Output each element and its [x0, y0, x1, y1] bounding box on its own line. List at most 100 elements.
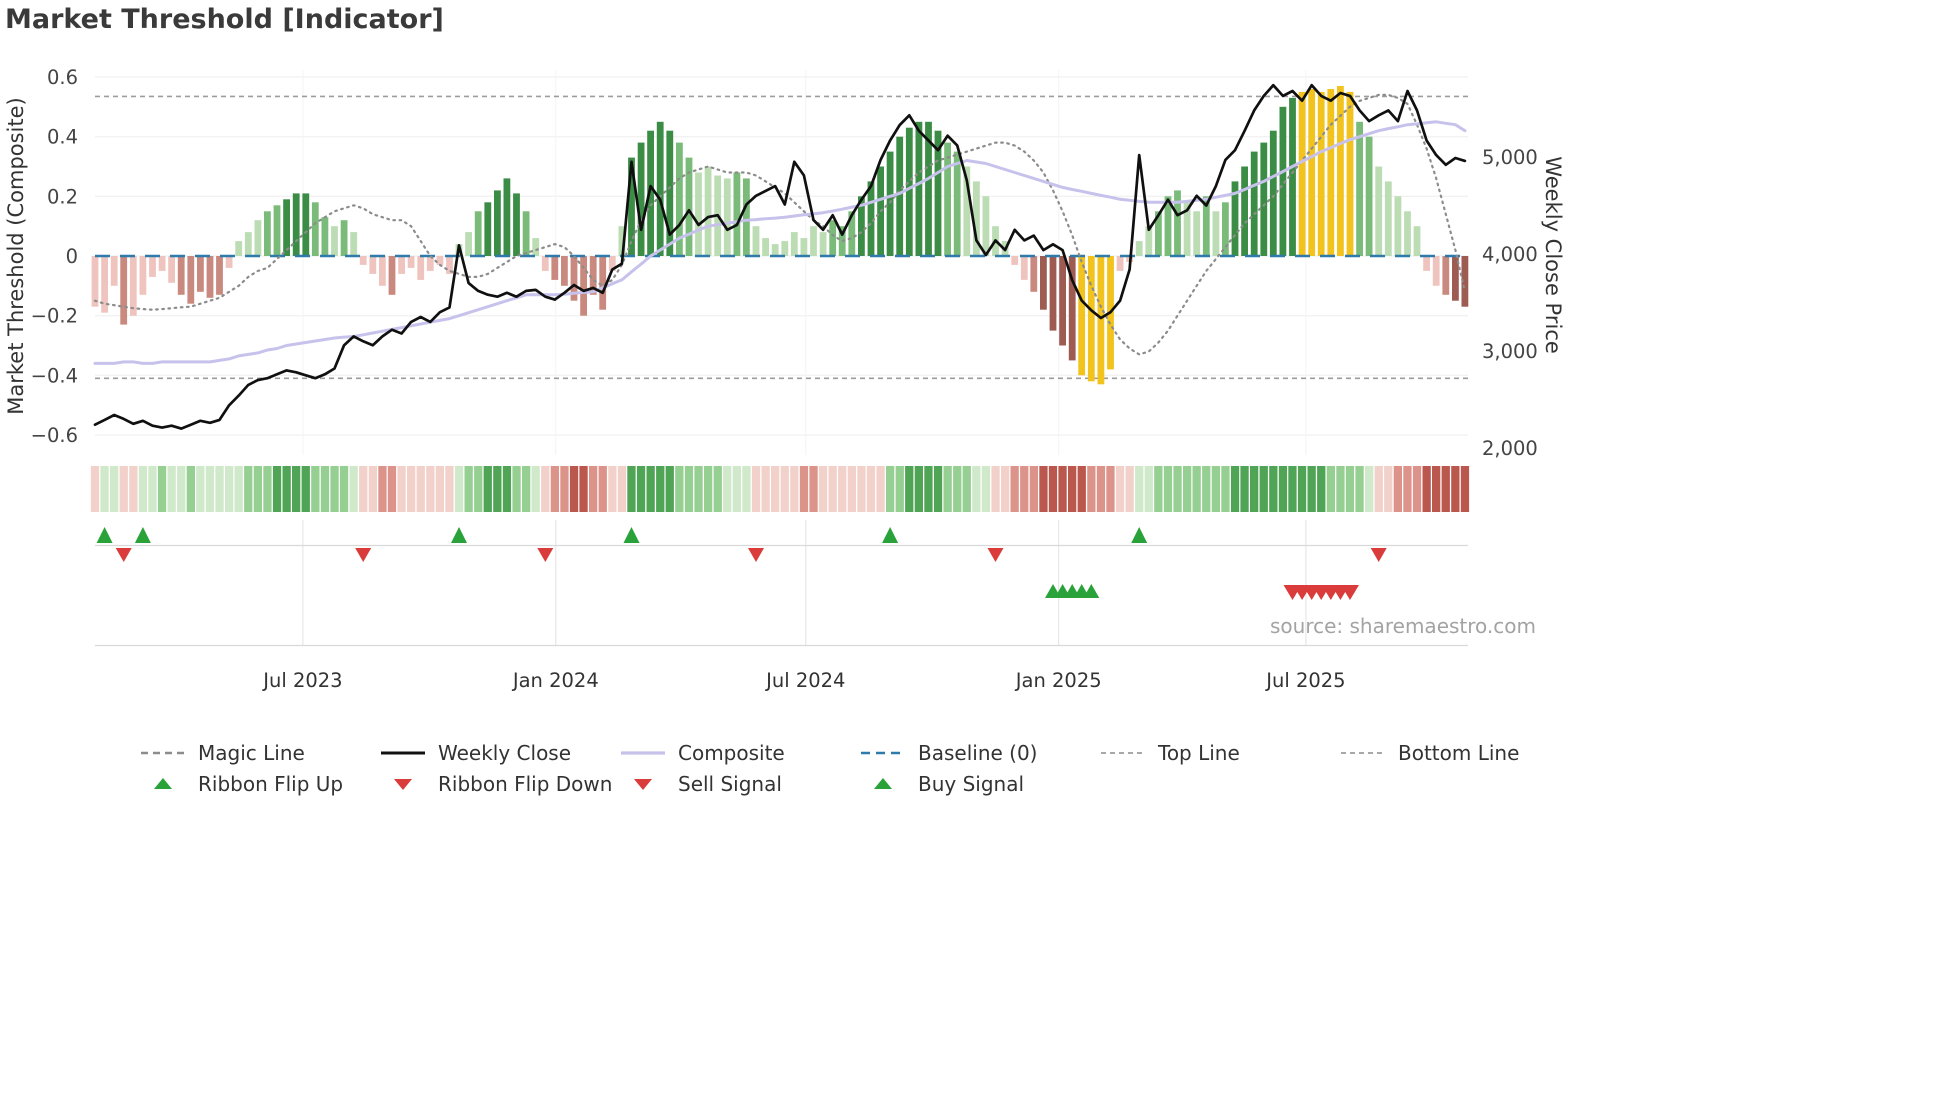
ribbon-cell — [1211, 466, 1220, 512]
ribbon-cell — [311, 466, 320, 512]
solid-line-swatch — [381, 751, 425, 754]
threshold-bar — [781, 241, 789, 256]
left-axis-title: Market Threshold (Composite) — [4, 97, 28, 415]
threshold-bar — [618, 226, 626, 256]
triangle-down-icon — [634, 778, 652, 790]
right-tick-label: 4,000 — [1482, 243, 1538, 266]
threshold-bar — [1193, 211, 1201, 256]
threshold-bar — [1155, 211, 1162, 256]
threshold-bar — [1442, 256, 1450, 295]
ribbon-cell — [809, 466, 818, 512]
threshold-bar — [101, 256, 108, 313]
x-tick-label: Jul 2023 — [261, 669, 342, 692]
threshold-bar — [283, 199, 290, 256]
legend-item-ribbon-flip-up: Ribbon Flip Up — [140, 772, 380, 796]
threshold-bar — [637, 142, 645, 256]
threshold-bar — [762, 238, 769, 256]
ribbon-cell — [387, 466, 397, 512]
ribbon-cell — [138, 466, 148, 512]
ribbon-cell — [407, 466, 416, 512]
ribbon-cell — [1115, 466, 1125, 512]
x-tick-label: Jan 2025 — [1014, 669, 1102, 692]
threshold-bar — [676, 142, 683, 256]
ribbon-cell — [732, 466, 741, 512]
ribbon-cell — [1096, 466, 1106, 512]
threshold-bar — [474, 211, 482, 256]
threshold-bar — [244, 232, 252, 256]
left-tick-label: −0.4 — [31, 364, 78, 387]
ribbon-cell — [1183, 466, 1192, 512]
ribbon-cell — [416, 466, 425, 512]
ribbon-cell — [282, 466, 291, 512]
ribbon-cell — [818, 466, 828, 512]
ribbon-cell — [675, 466, 684, 512]
indicator-chart: Jul 2023 Jan 2024 Jul 2024 Jan 2025 Jul 2025… — [31, 66, 1538, 692]
ribbon-flip-up-marker — [1131, 527, 1148, 543]
threshold-bar — [197, 256, 204, 292]
triangle-up-icon — [874, 777, 892, 789]
threshold-bar — [848, 211, 856, 256]
ribbon-cell — [598, 466, 607, 512]
ribbon-cell — [1345, 466, 1355, 512]
threshold-bar — [570, 256, 578, 301]
ribbon-cell — [723, 466, 732, 512]
threshold-bar — [1432, 256, 1440, 286]
threshold-bar — [982, 196, 990, 256]
ribbon-cell — [1125, 466, 1134, 512]
ribbon-cell — [1068, 466, 1077, 512]
ribbon-cell — [886, 466, 895, 512]
ribbon-cell — [320, 466, 330, 512]
threshold-bar — [187, 256, 195, 304]
ribbon-cell — [1365, 466, 1374, 512]
threshold-bar — [110, 256, 118, 286]
left-tick-label: 0.4 — [47, 126, 78, 149]
ribbon-cell — [1048, 466, 1058, 512]
threshold-bar — [494, 190, 501, 256]
legend-label: Baseline (0) — [918, 740, 1038, 765]
ribbon-cell — [368, 466, 377, 512]
ribbon-flip-up-marker — [882, 527, 899, 543]
threshold-bar — [944, 142, 951, 256]
left-tick-label: −0.6 — [31, 424, 78, 447]
ribbon-cell — [512, 466, 521, 512]
threshold-bar — [129, 256, 137, 316]
ribbon-cell — [1202, 466, 1211, 512]
threshold-bar — [1202, 196, 1210, 256]
threshold-bar — [666, 130, 674, 256]
ribbon-flip-up-marker — [96, 527, 113, 543]
left-tick-label: 0 — [66, 245, 78, 268]
threshold-bar — [446, 256, 453, 274]
legend-label: Buy Signal — [918, 771, 1025, 796]
ribbon-cell — [972, 466, 981, 512]
right-tick-label: 5,000 — [1482, 146, 1538, 169]
threshold-bar — [532, 238, 540, 256]
threshold-bar — [340, 220, 348, 256]
left-tick-label: 0.2 — [47, 185, 78, 208]
ribbon-cell — [1451, 466, 1460, 512]
threshold-bar — [934, 130, 942, 256]
threshold-bar — [1289, 97, 1296, 257]
legend-item-bottom-line: Bottom Line — [1340, 741, 1580, 765]
threshold-bar — [1423, 256, 1430, 271]
right-axis-title: Weekly Close Price — [1541, 156, 1565, 354]
ribbon-cell — [272, 466, 282, 512]
buy-signal-marker — [1083, 584, 1100, 598]
ribbon-cell — [799, 466, 809, 512]
ribbon-cell — [502, 466, 512, 512]
legend-label: Ribbon Flip Down — [438, 771, 613, 796]
ribbon-cell — [1460, 466, 1470, 512]
ribbon-cell — [617, 466, 627, 512]
right-tick-label: 2,000 — [1482, 437, 1538, 460]
threshold-bar — [302, 193, 310, 256]
threshold-bar — [1346, 91, 1354, 257]
legend-label: Ribbon Flip Up — [198, 771, 344, 796]
threshold-bar — [647, 130, 654, 256]
ribbon-cell — [1374, 466, 1383, 512]
ribbon-cell — [1221, 466, 1230, 512]
ribbon-cell — [895, 466, 904, 512]
threshold-bar — [407, 256, 415, 268]
threshold-bar — [417, 256, 425, 280]
threshold-bar — [1059, 256, 1066, 346]
threshold-bar — [1049, 256, 1057, 331]
threshold-bar — [120, 256, 128, 325]
